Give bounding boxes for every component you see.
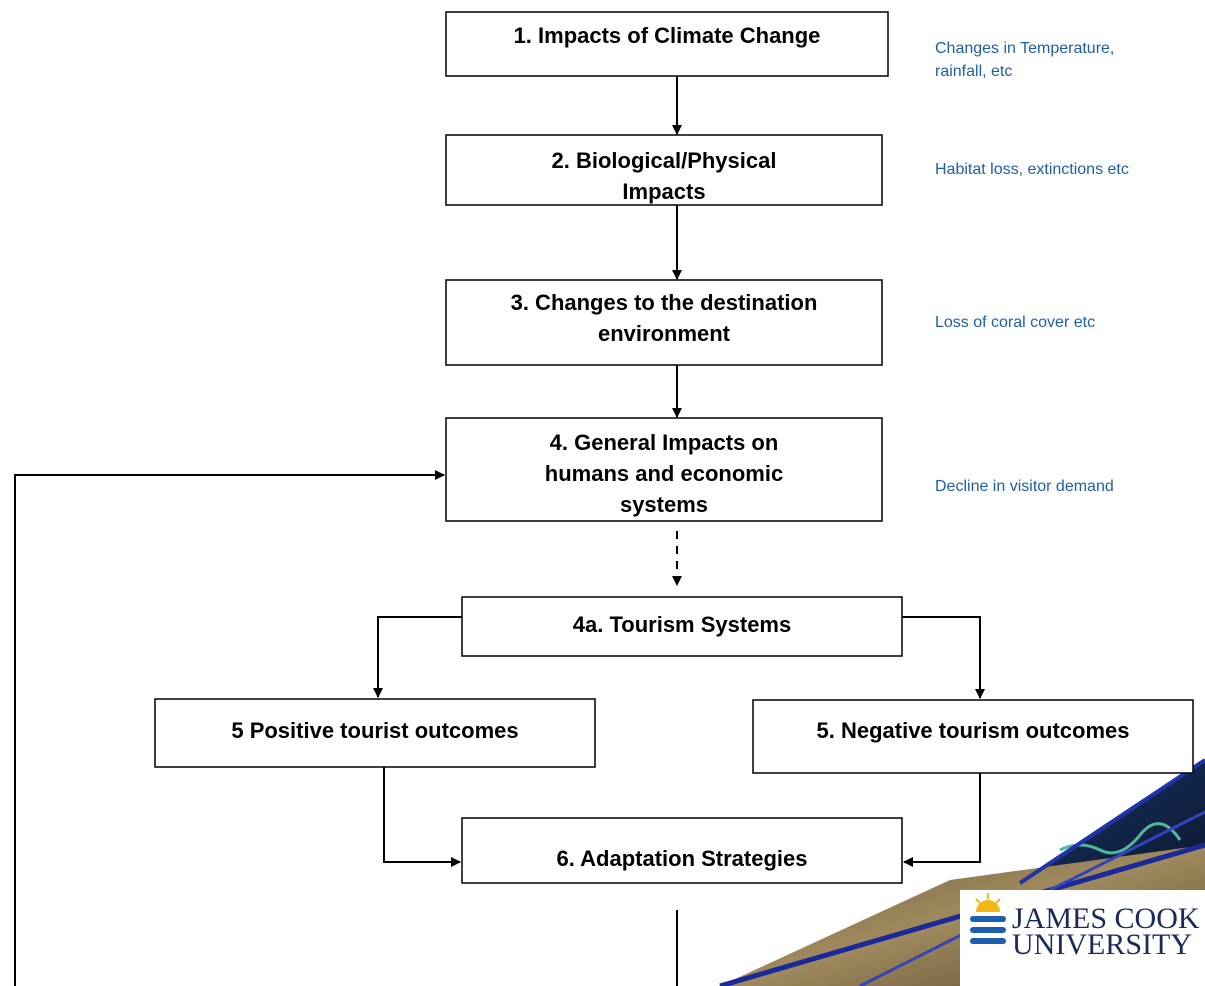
node-label: systems xyxy=(620,492,708,517)
annotation: Habitat loss, extinctions etc xyxy=(935,161,1129,178)
node-label: 6. Adaptation Strategies xyxy=(556,846,807,871)
annotation: Decline in visitor demand xyxy=(935,478,1114,495)
diagram: JAMES COOK UNIVERSITY 1. Impacts of Clim… xyxy=(0,0,1205,986)
node-label: Impacts xyxy=(622,179,705,204)
nodes: 1. Impacts of Climate Change 2. Biologica… xyxy=(155,12,1193,883)
node: 3. Changes to the destination environment xyxy=(446,280,882,365)
page: html, body { margin: 0; padding: 0; back… xyxy=(0,0,1205,986)
node: 4. General Impacts on humans and economic… xyxy=(446,418,882,521)
arrow xyxy=(904,773,980,862)
node: 2. Biological/Physical Impacts xyxy=(446,135,882,205)
annotations: Changes in Temperature, rainfall, etc Hab… xyxy=(935,40,1129,495)
node-label: 4a. Tourism Systems xyxy=(573,612,791,637)
annotation: Loss of coral cover etc xyxy=(935,314,1095,331)
node-label: 2. Biological/Physical xyxy=(552,148,777,173)
node-label: 4. General Impacts on xyxy=(550,430,779,455)
node-label: 5. Negative tourism outcomes xyxy=(817,718,1130,743)
node-label: environment xyxy=(598,321,731,346)
node: 1. Impacts of Climate Change xyxy=(446,12,888,76)
annotation: rainfall, etc xyxy=(935,63,1012,80)
node-label: humans and economic xyxy=(545,461,783,486)
arrow xyxy=(378,617,462,697)
node-label: 1. Impacts of Climate Change xyxy=(514,23,821,48)
node: 6. Adaptation Strategies xyxy=(462,818,902,883)
arrow xyxy=(902,617,980,698)
logo-text: UNIVERSITY xyxy=(1012,928,1192,961)
node-label: 3. Changes to the destination xyxy=(511,290,818,315)
arrow xyxy=(384,767,460,862)
node: 5. Negative tourism outcomes xyxy=(753,700,1193,773)
node-label: 5 Positive tourist outcomes xyxy=(231,718,518,743)
node: 4a. Tourism Systems xyxy=(462,597,902,656)
annotation: Changes in Temperature, xyxy=(935,40,1114,57)
node: 5 Positive tourist outcomes xyxy=(155,699,595,767)
body: {"nodes": [ {"id": "1", "label": ["1. Im… xyxy=(0,0,1205,986)
